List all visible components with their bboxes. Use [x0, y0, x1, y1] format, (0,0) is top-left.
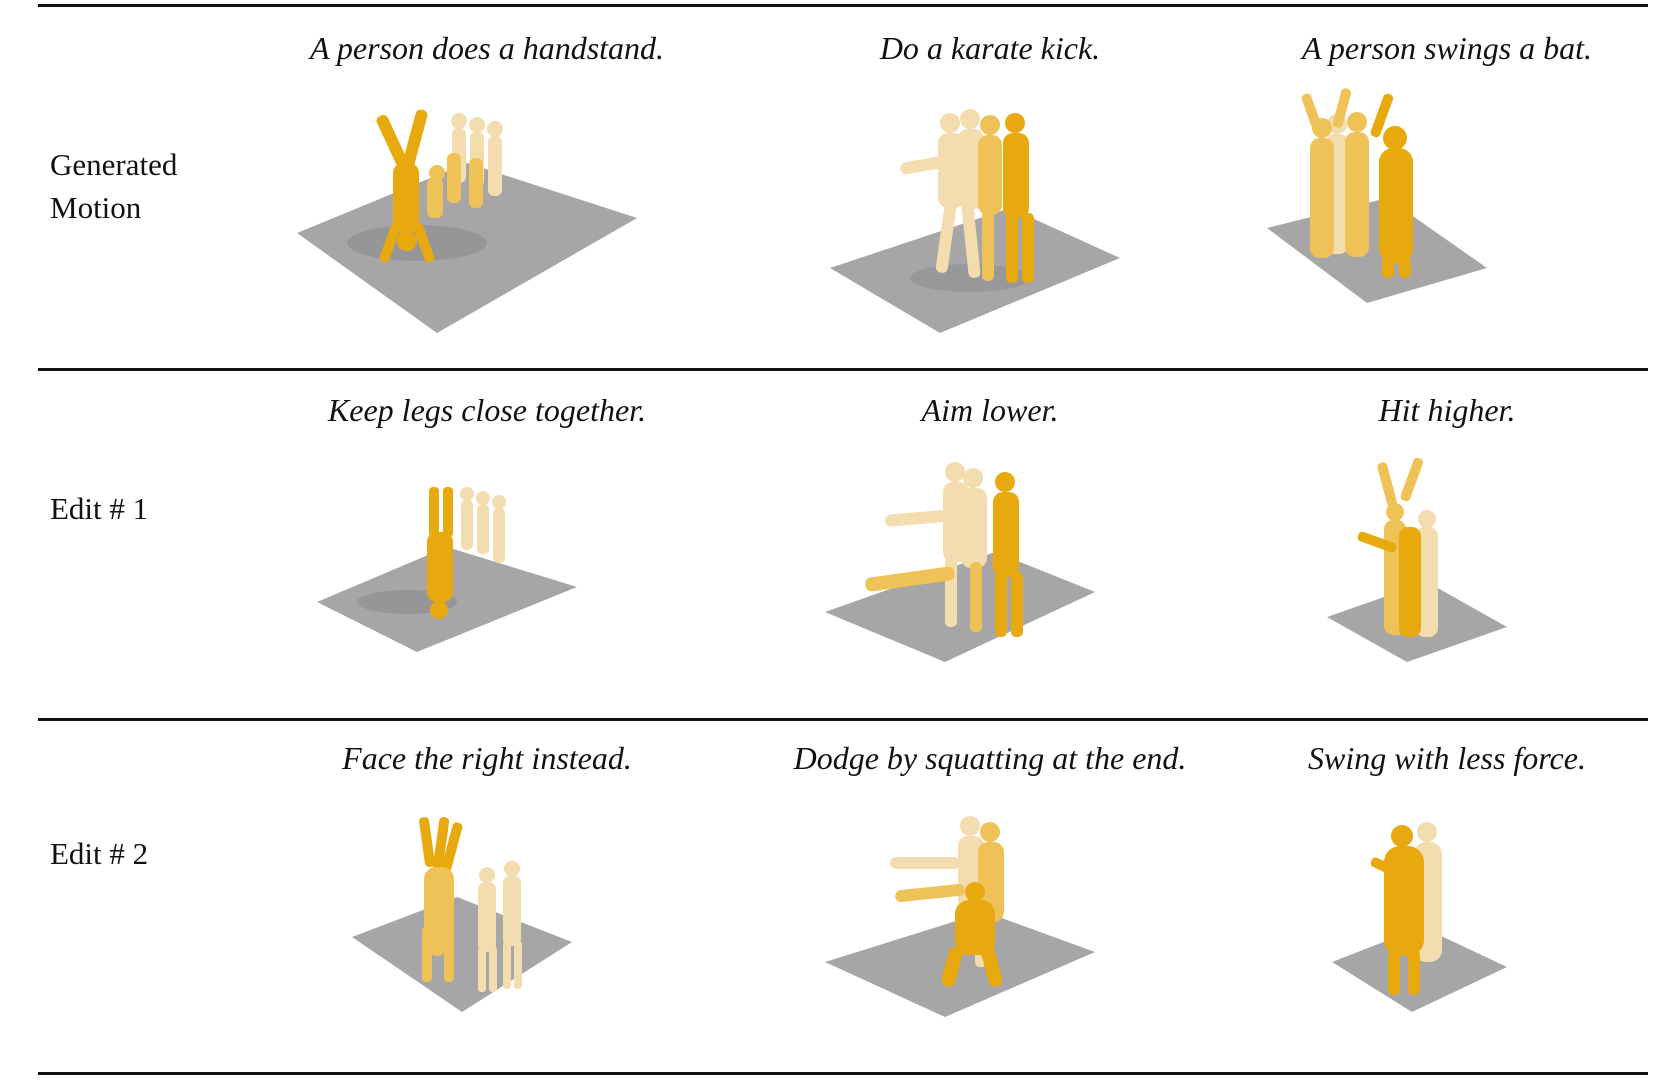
- motion-caption: Dodge by squatting at the end.: [793, 740, 1187, 776]
- motion-caption: Do a karate kick.: [879, 30, 1101, 66]
- row-label: Edit # 1: [50, 487, 148, 530]
- motion-caption: Swing with less force.: [1308, 740, 1586, 776]
- row-label-line: Generated: [50, 147, 178, 182]
- motion-render-image: [1332, 812, 1522, 1022]
- motion-render-image: [825, 452, 1125, 682]
- motion-caption: Keep legs close together.: [327, 392, 647, 428]
- motion-render-image: [352, 817, 592, 1027]
- motion-render-image: [317, 482, 607, 682]
- row-label: Generated Motion: [50, 143, 177, 229]
- row-divider-1: [38, 368, 1648, 371]
- row-label-line: Edit # 1: [50, 491, 149, 526]
- motion-caption: A person swings a bat.: [1301, 30, 1593, 66]
- motion-caption: Aim lower.: [921, 392, 1059, 428]
- motion-caption: Face the right instead.: [342, 740, 632, 776]
- row-label-line: Edit # 2: [50, 836, 149, 871]
- motion-render-image: [825, 812, 1125, 1032]
- table-bottom-rule: [38, 1072, 1648, 1075]
- motion-caption: Hit higher.: [1378, 392, 1516, 428]
- motion-caption: A person does a handstand.: [309, 30, 665, 66]
- table-top-rule: [38, 4, 1648, 7]
- motion-render-image: [1327, 457, 1517, 677]
- motion-render-image: [297, 103, 677, 343]
- row-edit-1: Edit # 1 Keep legs close together.: [0, 372, 1661, 718]
- row-label: Edit # 2: [50, 832, 148, 875]
- motion-render-image: [830, 103, 1150, 343]
- row-edit-2: Edit # 2 Face the right instead.: [0, 722, 1661, 1072]
- motion-render-image: [1267, 88, 1507, 328]
- row-generated-motion: Generated Motion A person does a handsta…: [0, 8, 1661, 368]
- row-label-line: Motion: [50, 190, 142, 225]
- row-divider-2: [38, 718, 1648, 721]
